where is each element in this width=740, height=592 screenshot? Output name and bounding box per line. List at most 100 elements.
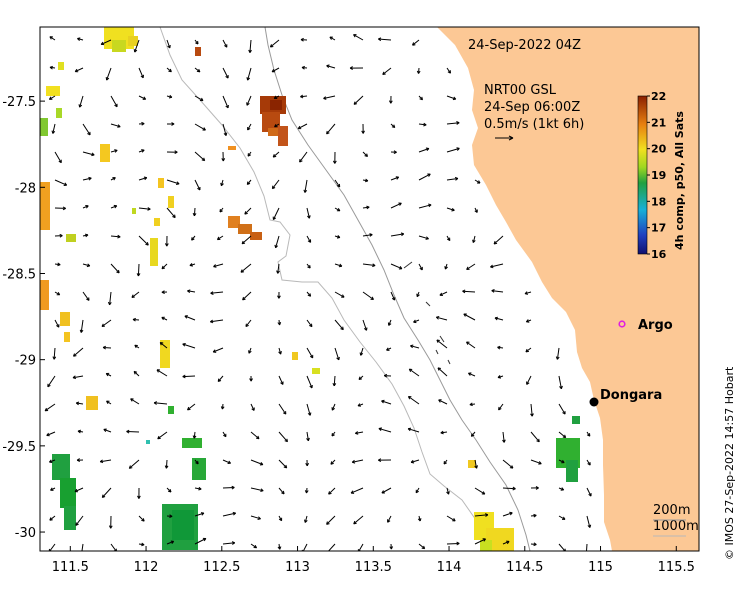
current-vector-head bbox=[202, 127, 206, 131]
current-vector-head bbox=[164, 243, 169, 247]
current-vector-head bbox=[439, 292, 443, 296]
current-vector bbox=[418, 173, 431, 181]
current-vector bbox=[334, 179, 341, 188]
current-vector-head bbox=[157, 435, 161, 440]
x-axis: 111.5 112 112.5 113 113.5 114 114.5 115 115.5 bbox=[52, 546, 695, 575]
current-vector-head bbox=[323, 96, 327, 100]
current-vector-head bbox=[224, 44, 228, 48]
current-vector-head bbox=[283, 464, 288, 469]
current-vector-head bbox=[105, 372, 110, 377]
current-vector-head bbox=[307, 215, 311, 219]
current-vector bbox=[446, 122, 460, 125]
current-vector-head bbox=[303, 189, 308, 193]
current-vector bbox=[491, 290, 504, 293]
current-vector-head bbox=[470, 433, 475, 437]
current-vector bbox=[247, 67, 252, 81]
x-tick-label: 115.5 bbox=[658, 560, 695, 575]
current-vector-head bbox=[585, 554, 588, 557]
current-vector-head bbox=[192, 212, 197, 217]
current-vector bbox=[277, 263, 280, 274]
current-vector-head bbox=[199, 97, 204, 102]
current-vector bbox=[463, 313, 476, 321]
current-vector bbox=[240, 263, 252, 273]
current-vector bbox=[438, 399, 448, 405]
current-vector bbox=[474, 459, 478, 469]
current-vector bbox=[194, 538, 207, 545]
current-vector-head bbox=[59, 233, 63, 238]
current-vector-head bbox=[536, 438, 540, 443]
current-vector-head bbox=[340, 326, 344, 331]
current-vector-head bbox=[278, 350, 282, 355]
current-vector-head bbox=[201, 157, 206, 162]
current-vector bbox=[306, 347, 314, 359]
current-vector-head bbox=[387, 519, 391, 523]
current-vector-head bbox=[141, 149, 145, 153]
current-vector-head bbox=[301, 549, 305, 551]
current-vector-head bbox=[277, 322, 282, 326]
current-vector-head bbox=[49, 517, 53, 521]
current-vector-head bbox=[383, 373, 388, 378]
current-vector-head bbox=[309, 384, 313, 389]
current-vector bbox=[166, 207, 176, 218]
current-vector bbox=[525, 347, 532, 353]
current-vector-head bbox=[509, 511, 513, 516]
current-vector-head bbox=[309, 354, 314, 359]
current-vector-head bbox=[197, 186, 201, 191]
current-vector bbox=[409, 368, 420, 377]
current-vector-head bbox=[350, 490, 355, 494]
current-vector-head bbox=[136, 273, 141, 277]
current-vector bbox=[362, 234, 373, 237]
current-vector bbox=[138, 515, 145, 522]
current-vector-head bbox=[281, 490, 285, 495]
current-vector bbox=[410, 459, 420, 463]
current-vector-head bbox=[231, 485, 235, 490]
current-vector bbox=[390, 291, 396, 301]
current-vector bbox=[194, 151, 206, 161]
current-vector bbox=[304, 179, 308, 193]
current-vector-head bbox=[538, 461, 542, 465]
current-vector-head bbox=[497, 345, 501, 350]
current-vector bbox=[82, 123, 91, 136]
current-vector-head bbox=[421, 545, 426, 550]
current-vector-head bbox=[498, 406, 502, 411]
current-vector bbox=[134, 39, 140, 53]
colorbar-tick-label: 21 bbox=[651, 116, 666, 129]
current-vector-head bbox=[438, 399, 442, 403]
current-vector-head bbox=[437, 367, 442, 371]
current-time-label: 24-Sep 06:00Z bbox=[484, 100, 580, 115]
current-vector-head bbox=[412, 42, 416, 46]
current-vector-head bbox=[169, 514, 173, 519]
current-vector-head bbox=[336, 183, 341, 188]
current-vector-head bbox=[48, 96, 53, 100]
current-vector-head bbox=[276, 270, 280, 274]
current-vector bbox=[360, 347, 364, 356]
current-vector-head bbox=[555, 356, 560, 360]
current-vector-head bbox=[395, 176, 400, 180]
current-vector-head bbox=[349, 66, 353, 70]
current-vector bbox=[137, 263, 140, 277]
colorbar-tick-label: 16 bbox=[651, 248, 667, 261]
current-vector bbox=[378, 38, 392, 41]
current-vector bbox=[81, 543, 84, 551]
current-vector bbox=[250, 515, 261, 520]
current-vector-head bbox=[51, 130, 56, 134]
y-tick-label: -28.5 bbox=[2, 267, 36, 282]
current-vector bbox=[250, 403, 255, 411]
current-vector bbox=[246, 95, 252, 106]
current-vector bbox=[446, 147, 460, 153]
current-vector bbox=[382, 67, 392, 75]
current-vector-head bbox=[63, 182, 68, 186]
current-vector-head bbox=[468, 372, 472, 376]
current-vector-head bbox=[304, 519, 308, 523]
current-vector bbox=[334, 319, 344, 331]
current-vector bbox=[249, 39, 252, 53]
current-vector-head bbox=[108, 525, 113, 529]
current-vector-head bbox=[251, 407, 255, 411]
current-vector-head bbox=[140, 74, 144, 79]
current-vector bbox=[586, 543, 588, 551]
current-vector-head bbox=[364, 153, 368, 157]
current-vector-head bbox=[50, 487, 54, 491]
current-vector bbox=[222, 459, 231, 464]
current-vector-head bbox=[328, 491, 332, 495]
